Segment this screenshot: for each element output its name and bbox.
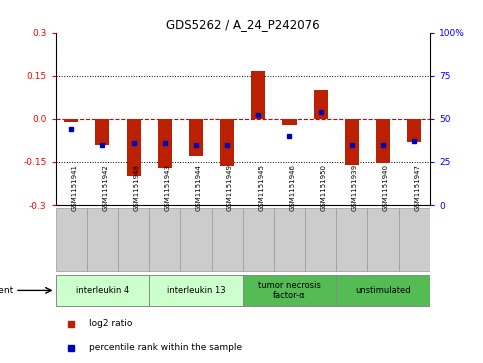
Text: GSM1151940: GSM1151940: [383, 164, 389, 211]
Text: GSM1151944: GSM1151944: [196, 164, 202, 211]
Text: GSM1151941: GSM1151941: [71, 164, 77, 211]
FancyBboxPatch shape: [149, 208, 180, 271]
Text: GSM1151942: GSM1151942: [102, 164, 108, 211]
Bar: [251, 72, 265, 119]
FancyBboxPatch shape: [305, 208, 336, 271]
FancyBboxPatch shape: [56, 275, 149, 306]
Bar: [283, 119, 297, 125]
FancyBboxPatch shape: [56, 208, 87, 271]
Text: interleukin 13: interleukin 13: [167, 286, 225, 295]
Text: log2 ratio: log2 ratio: [89, 319, 133, 329]
FancyBboxPatch shape: [149, 275, 242, 306]
Bar: [158, 119, 172, 168]
FancyBboxPatch shape: [242, 208, 274, 271]
Bar: [376, 119, 390, 163]
Text: GSM1151948: GSM1151948: [133, 164, 140, 211]
Bar: [407, 119, 421, 142]
Text: percentile rank within the sample: percentile rank within the sample: [89, 343, 242, 352]
Text: interleukin 4: interleukin 4: [76, 286, 129, 295]
Text: tumor necrosis
factor-α: tumor necrosis factor-α: [258, 281, 321, 300]
Text: GSM1151946: GSM1151946: [289, 164, 296, 211]
Bar: [127, 119, 141, 176]
Bar: [95, 119, 109, 145]
FancyBboxPatch shape: [87, 208, 118, 271]
Title: GDS5262 / A_24_P242076: GDS5262 / A_24_P242076: [166, 19, 320, 32]
Bar: [64, 119, 78, 122]
FancyBboxPatch shape: [242, 275, 336, 306]
FancyBboxPatch shape: [212, 208, 242, 271]
FancyBboxPatch shape: [180, 208, 212, 271]
Text: GSM1151950: GSM1151950: [321, 164, 327, 211]
FancyBboxPatch shape: [398, 208, 430, 271]
Text: GSM1151939: GSM1151939: [352, 163, 358, 211]
Text: GSM1151949: GSM1151949: [227, 164, 233, 211]
FancyBboxPatch shape: [118, 208, 149, 271]
Bar: [313, 90, 327, 119]
FancyBboxPatch shape: [336, 275, 430, 306]
Bar: [189, 119, 203, 156]
Text: GSM1151945: GSM1151945: [258, 164, 264, 211]
FancyBboxPatch shape: [336, 208, 368, 271]
Bar: [345, 119, 359, 165]
Text: GSM1151943: GSM1151943: [165, 164, 170, 211]
FancyBboxPatch shape: [368, 208, 398, 271]
Bar: [220, 119, 234, 166]
Text: unstimulated: unstimulated: [355, 286, 411, 295]
Text: GSM1151947: GSM1151947: [414, 164, 420, 211]
FancyBboxPatch shape: [274, 208, 305, 271]
Text: agent: agent: [0, 286, 14, 295]
